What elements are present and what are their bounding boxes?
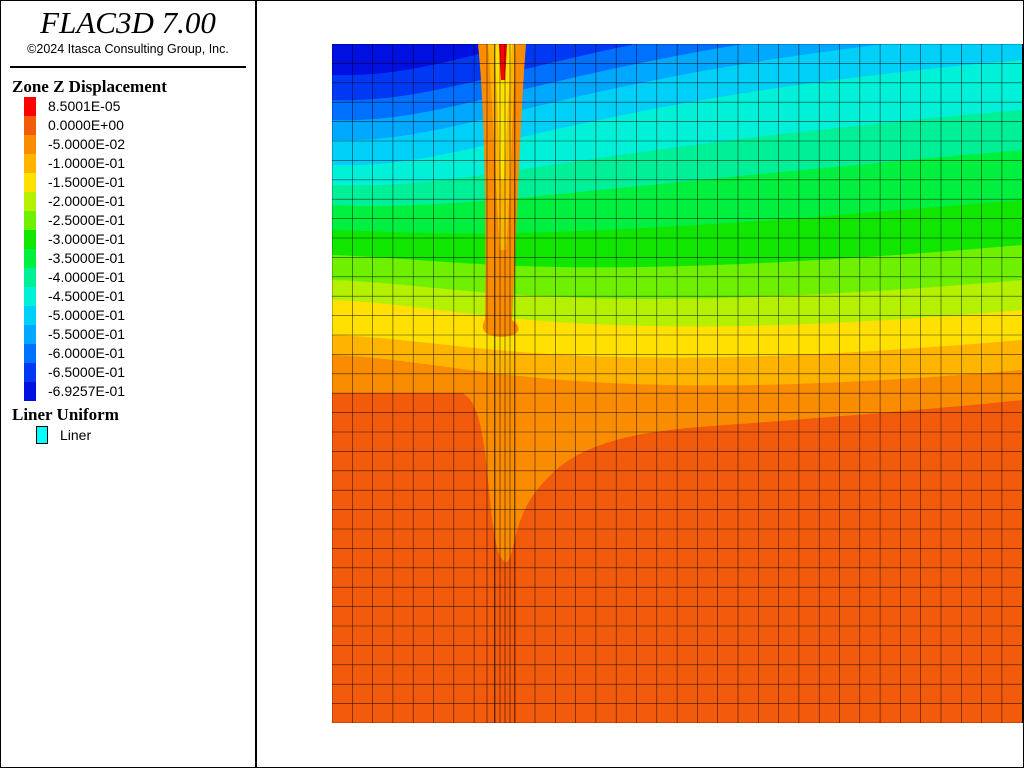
legend-label: -6.9257E-01 <box>48 383 125 399</box>
plot-edge <box>1022 44 1023 723</box>
legend-label: -4.0000E-01 <box>48 269 125 285</box>
contour-band <box>332 44 518 76</box>
legend-label: -2.0000E-01 <box>48 193 125 209</box>
contour-plot <box>332 44 1022 723</box>
legend-swatch <box>24 306 36 325</box>
liner-legend-title: Liner Uniform <box>12 405 119 424</box>
legend-swatch <box>24 135 36 154</box>
legend-label: -1.0000E-01 <box>48 155 125 171</box>
legend-swatch <box>24 344 36 363</box>
legend-swatch <box>24 230 36 249</box>
legend-swatch <box>24 249 36 268</box>
legend-swatch <box>24 192 36 211</box>
legend-swatch <box>24 287 36 306</box>
liner-label: Liner <box>60 427 91 443</box>
legend-swatch <box>24 325 36 344</box>
legend-label: 0.0000E+00 <box>48 117 124 133</box>
legend-label: -2.5000E-01 <box>48 212 125 228</box>
copyright: ©2024 Itasca Consulting Group, Inc. <box>27 42 229 56</box>
legend-label: -3.0000E-01 <box>48 231 125 247</box>
legend-swatch <box>24 382 36 401</box>
legend-swatch <box>24 97 36 116</box>
legend-swatch <box>24 211 36 230</box>
legend-label: -3.5000E-01 <box>48 250 125 266</box>
legend-label: -1.5000E-01 <box>48 174 125 190</box>
legend-swatch <box>24 363 36 382</box>
legend-label: -4.5000E-01 <box>48 288 125 304</box>
legend-label: -5.5000E-01 <box>48 326 125 342</box>
legend-swatch <box>24 154 36 173</box>
legend-label: -5.0000E-01 <box>48 307 125 323</box>
legend-label: -6.0000E-01 <box>48 345 125 361</box>
pile-zone <box>494 44 512 180</box>
legend-swatch <box>24 116 36 135</box>
liner-swatch <box>36 426 48 444</box>
legend-swatch <box>24 268 36 287</box>
app-title: FLAC3D 7.00 <box>39 5 216 40</box>
legend-label: -5.0000E-02 <box>48 136 125 152</box>
legend-title: Zone Z Displacement <box>12 77 167 96</box>
legend-swatch <box>24 173 36 192</box>
legend-label: 8.5001E-05 <box>48 98 121 114</box>
legend-label: -6.5000E-01 <box>48 364 125 380</box>
